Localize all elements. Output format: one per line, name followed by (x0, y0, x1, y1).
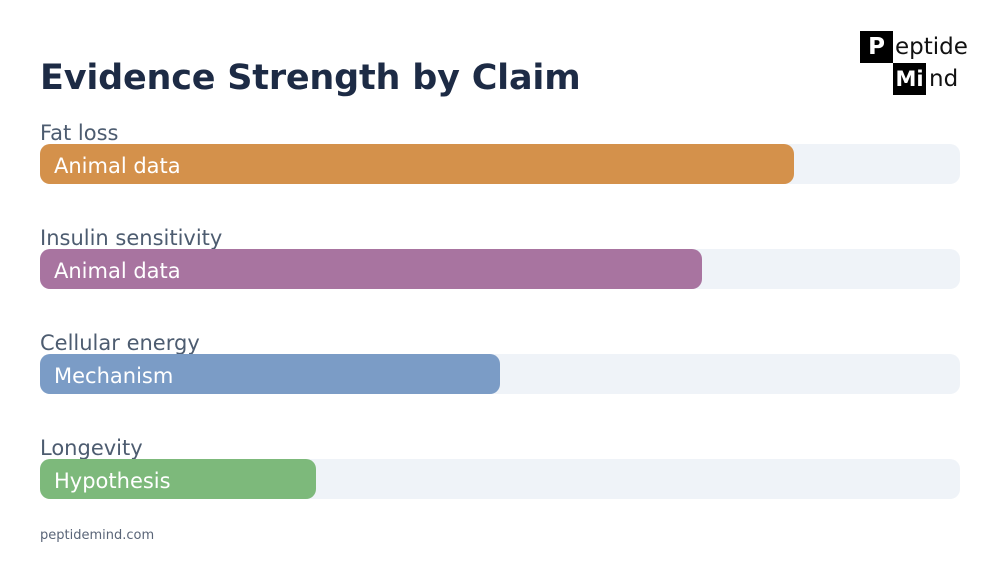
peptide-mind-logo: P eptide Mi nd (860, 31, 970, 95)
logo-box-mi: Mi (893, 63, 926, 95)
bar-track: Hypothesis (40, 459, 960, 499)
category-label: Longevity (40, 436, 143, 460)
logo-box-p: P (860, 31, 893, 63)
logo-text-eptide: eptide (895, 34, 968, 60)
bar-data-label: Animal data (54, 154, 181, 178)
category-label: Insulin sensitivity (40, 226, 223, 250)
bar-row: Insulin sensitivity Animal data (40, 219, 960, 299)
bar-data-label: Hypothesis (54, 469, 171, 493)
bar: Animal data (40, 249, 703, 289)
bar-data-label: Animal data (54, 259, 181, 283)
bar: Mechanism (40, 354, 500, 394)
bar-track: Animal data (40, 144, 960, 184)
category-label: Fat loss (40, 121, 119, 145)
bar-row: Fat loss Animal data (40, 114, 960, 194)
bar-data-label: Mechanism (54, 364, 174, 388)
bar-track: Mechanism (40, 354, 960, 394)
bar: Animal data (40, 144, 795, 184)
logo-text-nd: nd (929, 66, 959, 92)
footer-url: peptidemind.com (40, 528, 155, 543)
bar-row: Longevity Hypothesis (40, 429, 960, 509)
bar: Hypothesis (40, 459, 316, 499)
bar-track: Animal data (40, 249, 960, 289)
category-label: Cellular energy (40, 331, 200, 355)
bar-row: Cellular energy Mechanism (40, 324, 960, 404)
chart-title: Evidence Strength by Claim (40, 58, 581, 98)
